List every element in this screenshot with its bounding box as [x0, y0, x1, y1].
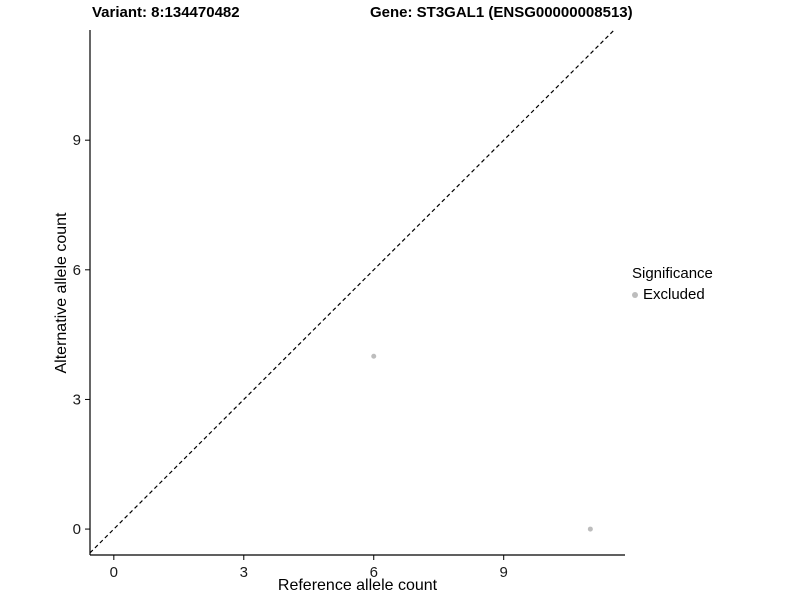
legend: Significance Excluded — [632, 265, 797, 303]
y-tick-label: 6 — [73, 262, 81, 279]
y-axis-label: Alternative allele count — [53, 212, 70, 374]
x-tick-label: 0 — [110, 564, 118, 581]
legend-item-label: Excluded — [643, 286, 705, 303]
data-point — [587, 526, 593, 532]
x-tick-label: 3 — [240, 564, 248, 581]
chart-title-variant: Variant: 8:134470482 — [92, 4, 240, 21]
x-axis-label: Reference allele count — [277, 577, 438, 594]
y-tick-label: 3 — [73, 391, 81, 408]
y-tick-label: 9 — [73, 132, 81, 149]
legend-item: Excluded — [632, 286, 797, 303]
x-tick-label: 9 — [500, 564, 508, 581]
legend-title: Significance — [632, 265, 713, 282]
x-tick-label: 6 — [370, 564, 378, 581]
chart-title-gene: Gene: ST3GAL1 (ENSG00000008513) — [370, 4, 633, 21]
legend-dot-icon — [632, 291, 638, 298]
data-point — [371, 353, 377, 359]
identity-line — [89, 29, 615, 554]
y-tick-label: 0 — [73, 521, 81, 538]
